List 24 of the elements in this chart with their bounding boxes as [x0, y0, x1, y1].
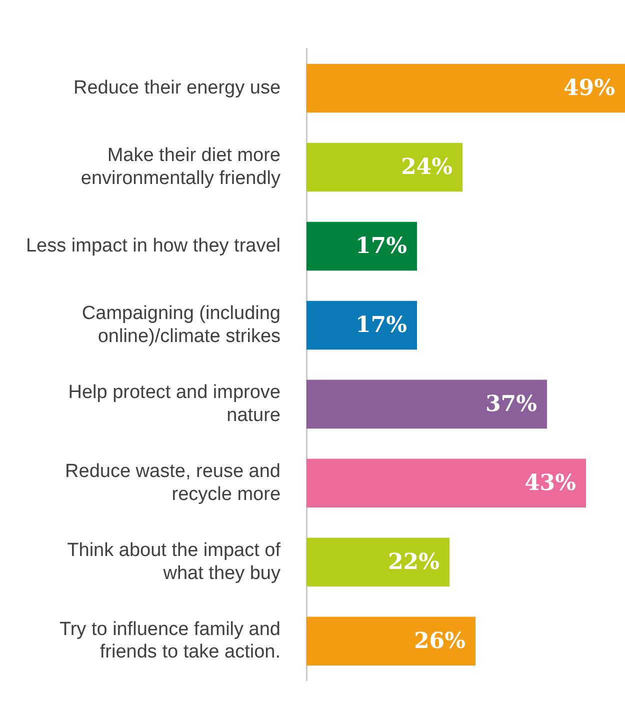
bar	[306, 300, 418, 350]
data-label: 49%	[563, 75, 616, 102]
data-label: 26%	[414, 628, 466, 654]
y-tick-label: Think about the impact of what they buy	[67, 540, 282, 584]
bar	[306, 380, 547, 429]
bar	[306, 616, 476, 666]
y-tick-label: Campaigning (including online)/climate strikes	[82, 303, 281, 347]
bar	[306, 64, 625, 113]
data-label: 17%	[355, 312, 408, 338]
y-tick-label: Try to influence family and friends to take action.	[59, 618, 281, 663]
data-label: 22%	[388, 548, 440, 575]
data-label: 37%	[485, 390, 538, 417]
y-tick-label: Make their diet more environmentally friendly	[80, 145, 282, 189]
bar	[306, 538, 450, 587]
data-label: 17%	[355, 232, 408, 259]
bar	[306, 458, 586, 508]
y-tick-label: Help protect and improve nature	[68, 382, 281, 426]
y-tick-label: Less impact in how they travel	[26, 235, 281, 256]
bar	[306, 142, 463, 192]
y-tick-label: Reduce their energy use	[73, 78, 281, 99]
data-label: 43%	[524, 470, 576, 496]
y-tick-label: Reduce waste, reuse and recycle more	[65, 460, 281, 505]
data-label: 24%	[400, 154, 453, 180]
bar	[306, 222, 418, 271]
